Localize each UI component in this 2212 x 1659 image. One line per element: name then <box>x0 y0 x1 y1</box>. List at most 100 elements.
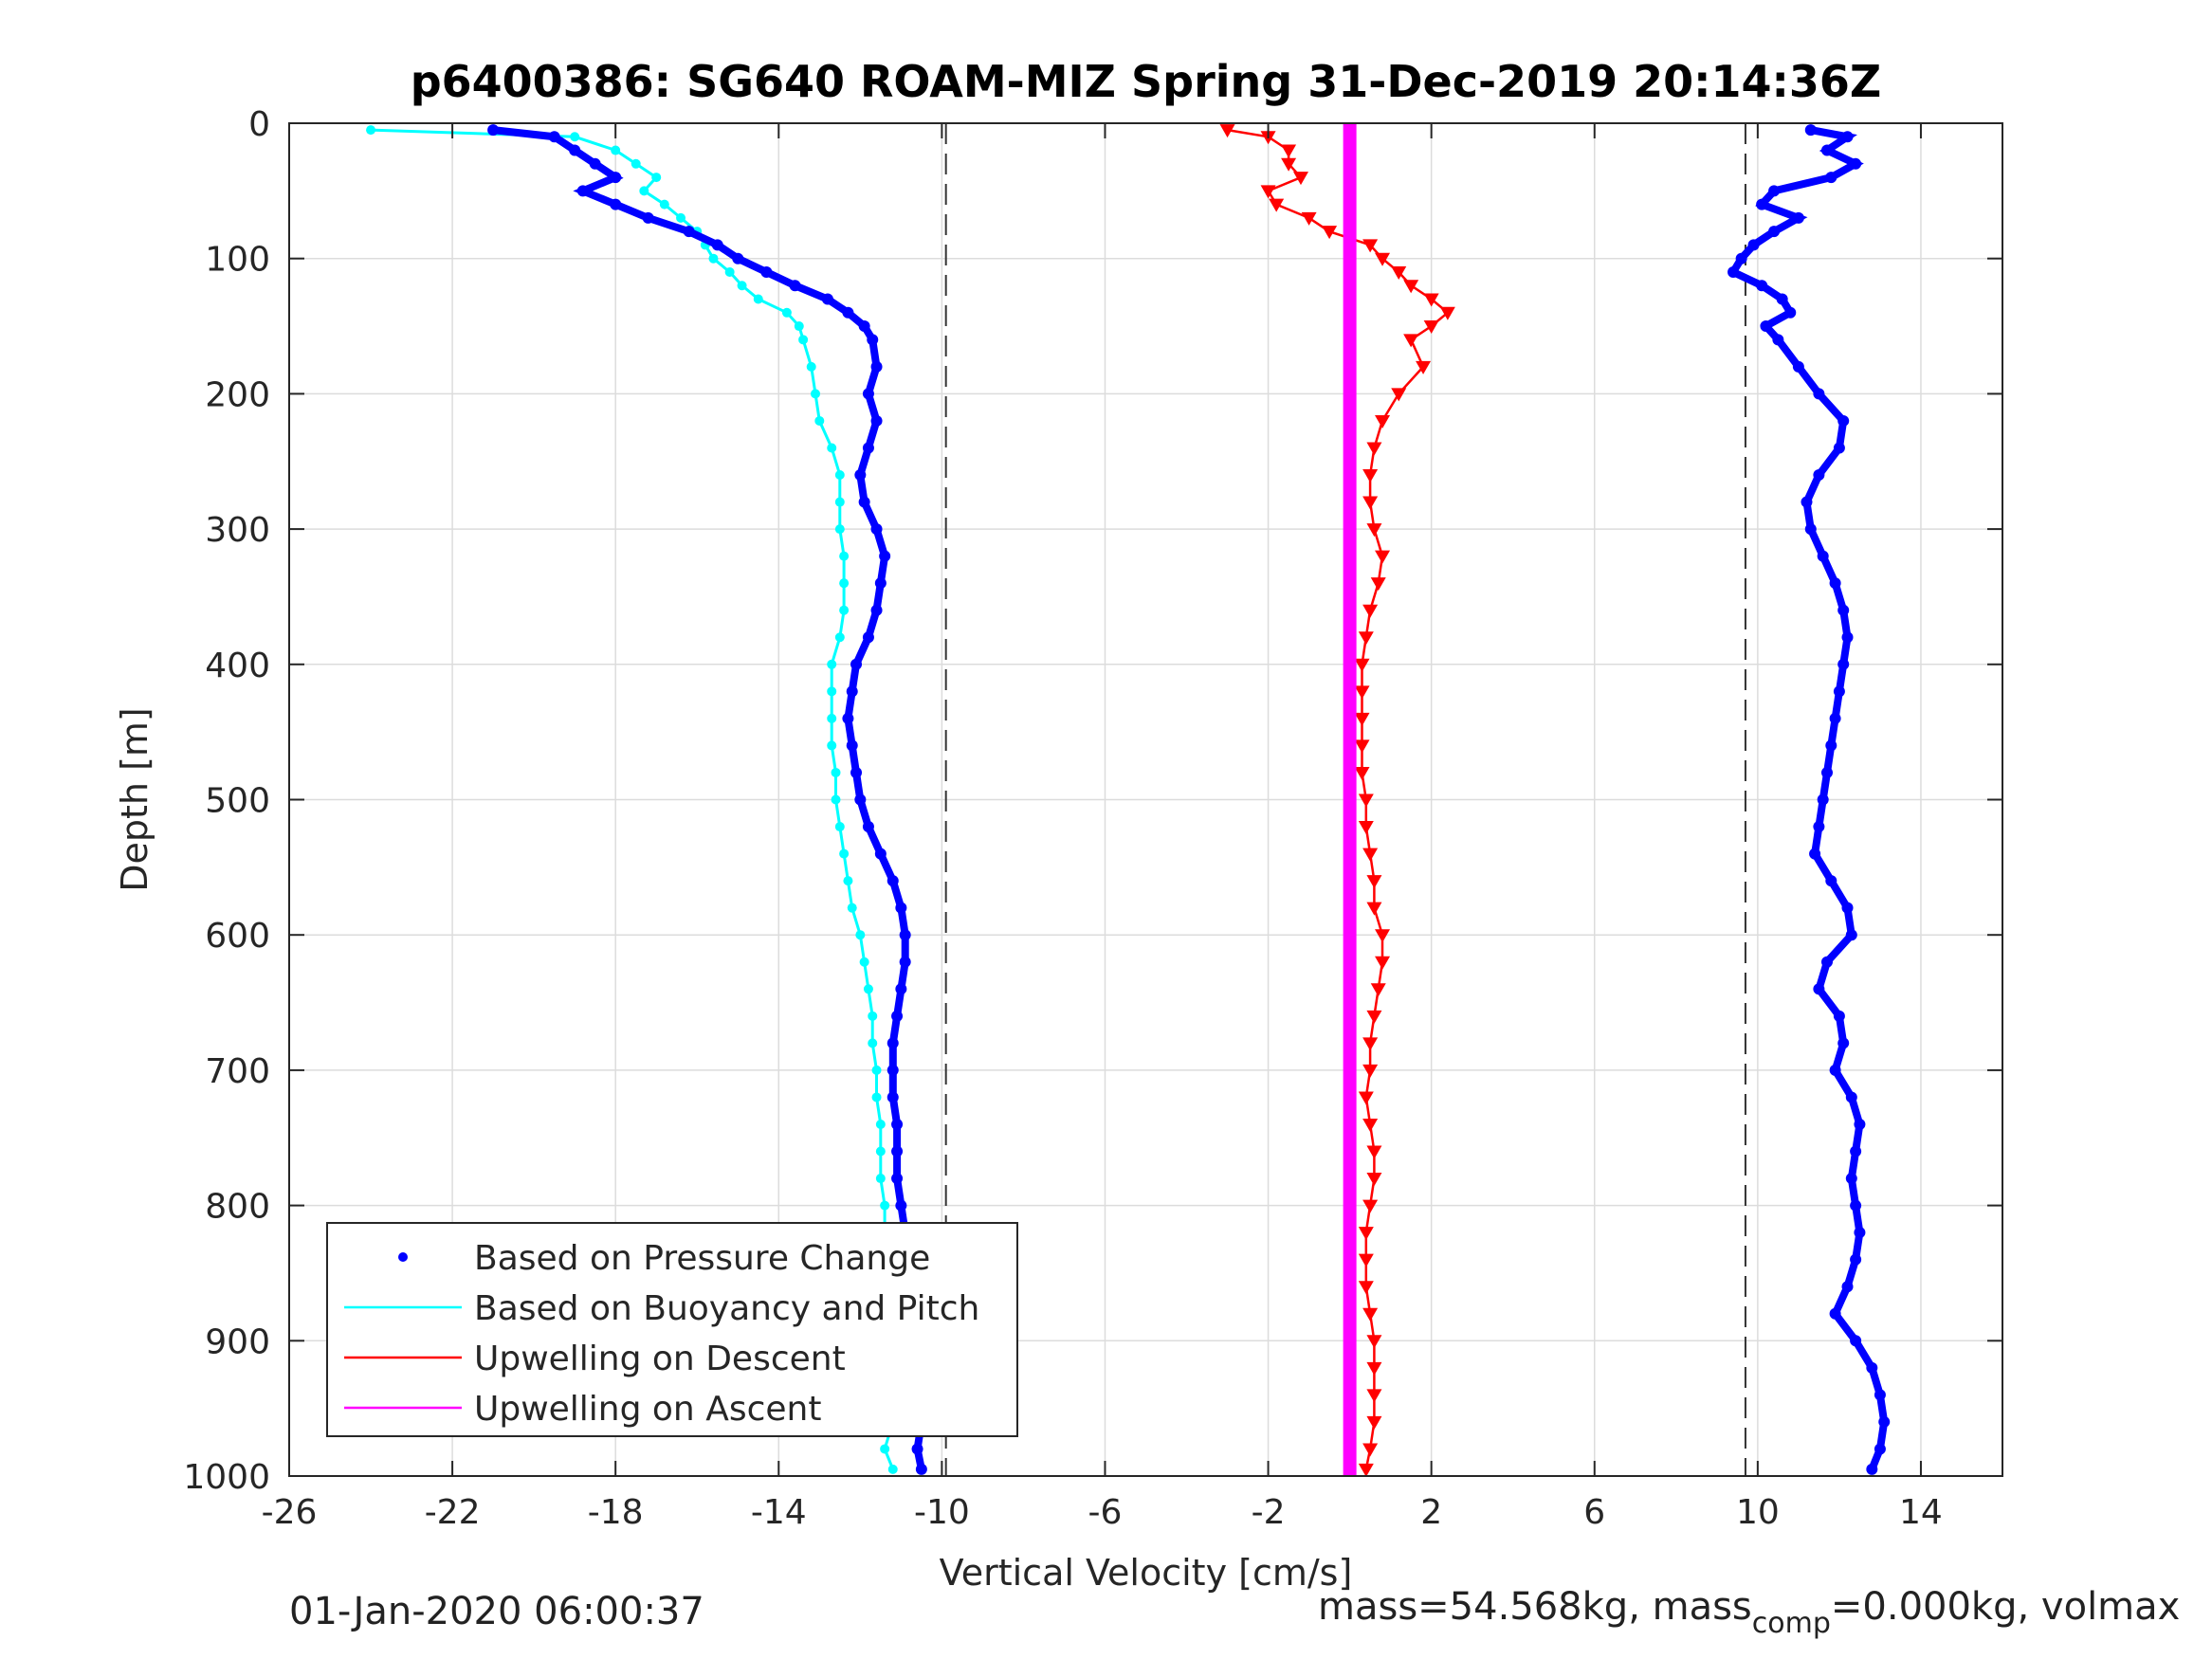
upwelling-descent-marker <box>1416 360 1432 374</box>
buoyancy-pitch-point <box>831 794 841 805</box>
pressure-change-ascent-point <box>1874 1443 1886 1455</box>
pressure-change-descent-point <box>899 929 911 941</box>
pressure-change-descent-point <box>610 172 622 184</box>
legend-label-0: Based on Pressure Change <box>474 1239 930 1278</box>
upwelling-descent-marker <box>1403 334 1419 348</box>
pressure-change-descent-point <box>874 848 887 860</box>
upwelling-descent-marker <box>1362 1199 1379 1213</box>
upwelling-descent-marker <box>1366 1415 1382 1430</box>
upwelling-descent-marker <box>1354 685 1370 700</box>
pressure-change-ascent-point <box>1829 577 1841 590</box>
pressure-change-descent-point <box>858 496 870 508</box>
upwelling-descent-marker <box>1301 211 1317 226</box>
buoyancy-pitch-point <box>839 551 850 561</box>
upwelling-descent-marker <box>1366 1010 1382 1024</box>
upwelling-descent-marker <box>1362 604 1379 618</box>
pressure-change-ascent-point <box>1825 172 1837 184</box>
buoyancy-pitch-point <box>611 145 621 155</box>
pressure-change-ascent-point <box>1837 658 1850 670</box>
pressure-change-ascent-point <box>1813 983 1825 995</box>
upwelling-descent-marker <box>1362 1307 1379 1322</box>
upwelling-descent-marker <box>1358 1227 1374 1241</box>
upwelling-descent-marker <box>1366 1145 1382 1159</box>
pressure-change-descent-point <box>862 388 874 400</box>
x-tick-label: 14 <box>1899 1493 1943 1532</box>
buoyancy-pitch-point <box>827 686 837 697</box>
upwelling-descent-marker <box>1269 198 1285 212</box>
upwelling-descent-marker <box>1391 265 1407 280</box>
upwelling-descent-marker <box>1322 226 1338 240</box>
y-tick-label: 900 <box>205 1322 270 1361</box>
pressure-change-descent-point <box>846 685 858 698</box>
pressure-change-descent-point <box>895 1199 907 1212</box>
pressure-change-ascent-point <box>1850 1335 1862 1347</box>
pressure-change-descent-point <box>895 902 907 914</box>
upwelling-descent-marker <box>1375 929 1391 943</box>
pressure-change-ascent-point <box>1841 1281 1854 1293</box>
x-tick-label: -26 <box>262 1493 318 1532</box>
pressure-change-ascent-point <box>1854 1118 1866 1130</box>
upwelling-descent-marker <box>1219 124 1235 138</box>
pressure-change-descent-point <box>887 1091 899 1103</box>
buoyancy-pitch-point <box>875 1119 886 1129</box>
pressure-change-ascent-point <box>1837 414 1850 427</box>
pressure-change-descent-point <box>850 658 863 670</box>
pressure-change-descent-point <box>887 1064 899 1076</box>
upwelling-descent-marker <box>1439 306 1455 320</box>
upwelling-descent-marker <box>1362 1037 1379 1051</box>
pressure-change-descent-point <box>683 226 695 238</box>
pressure-change-descent-point <box>887 1037 899 1049</box>
buoyancy-pitch-point <box>811 389 821 399</box>
pressure-change-descent-point <box>487 124 500 137</box>
upwelling-descent-points <box>1219 124 1455 1477</box>
pressure-change-ascent-point <box>1829 1064 1841 1076</box>
chart-title: p6400386: SG640 ROAM-MIZ Spring 31-Dec-2… <box>411 56 1882 107</box>
y-tick-label: 400 <box>205 647 270 685</box>
pressure-change-ascent-point <box>1813 469 1825 482</box>
buoyancy-pitch-point <box>708 253 719 264</box>
upwelling-descent-marker <box>1366 1361 1382 1376</box>
buoyancy-pitch-point <box>651 173 662 183</box>
legend-swatch-0 <box>398 1252 408 1262</box>
buoyancy-pitch-point <box>827 713 837 723</box>
upwelling-descent-marker <box>1281 144 1297 158</box>
pressure-change-ascent-point <box>1866 1361 1878 1374</box>
upwelling-descent-marker <box>1370 983 1386 997</box>
pressure-change-descent-point <box>548 131 560 143</box>
footer-timestamp: 01-Jan-2020 06:00:37 <box>289 1590 704 1633</box>
pressure-change-ascent-point <box>1850 1253 1862 1266</box>
upwelling-descent-marker <box>1362 1443 1379 1457</box>
pressure-change-ascent-point <box>1845 1091 1857 1103</box>
pressure-change-ascent-point <box>1825 875 1837 887</box>
buoyancy-pitch-point <box>737 281 747 291</box>
pressure-change-ascent-point <box>1833 685 1845 698</box>
pressure-change-descent-point <box>870 523 883 536</box>
pressure-change-ascent-point <box>1845 929 1857 941</box>
buoyancy-pitch-point <box>834 524 845 535</box>
pressure-change-ascent-point <box>1747 239 1760 251</box>
pressure-change-descent-point <box>891 1173 904 1185</box>
pressure-change-descent-point <box>862 821 874 833</box>
upwelling-descent-marker <box>1358 1281 1374 1295</box>
y-tick-label: 200 <box>205 375 270 414</box>
pressure-change-descent-point <box>760 265 773 278</box>
pressure-change-descent-point <box>642 211 654 224</box>
pressure-change-ascent-point <box>1829 712 1841 724</box>
upwelling-descent-marker <box>1358 1091 1374 1105</box>
pressure-change-descent-point <box>891 1145 904 1158</box>
x-tick-label: -2 <box>1252 1493 1286 1532</box>
pressure-change-ascent-point <box>1833 1010 1845 1022</box>
pressure-change-ascent-point <box>1837 1037 1850 1049</box>
pressure-change-ascent-point <box>1756 280 1768 292</box>
pressure-change-ascent-point <box>1813 388 1825 400</box>
upwelling-descent-marker <box>1366 442 1382 456</box>
y-tick-label: 100 <box>205 241 270 280</box>
footer-mass-suffix: =0.000kg, volmax <box>1830 1585 2181 1629</box>
y-tick-label: 500 <box>205 782 270 821</box>
x-axis-label: Vertical Velocity [cm/s] <box>940 1552 1353 1594</box>
buoyancy-pitch-point <box>827 740 837 751</box>
buoyancy-pitch-point <box>831 767 841 777</box>
tick-marks <box>288 122 2002 1477</box>
pressure-change-ascent-point <box>1768 185 1781 197</box>
pressure-change-descent-point <box>911 1443 923 1455</box>
